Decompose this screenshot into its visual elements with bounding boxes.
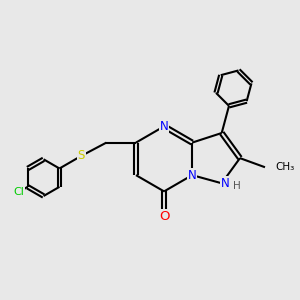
- Text: S: S: [78, 149, 85, 162]
- Text: Cl: Cl: [13, 187, 24, 197]
- Text: CH₃: CH₃: [275, 162, 295, 172]
- Text: H: H: [232, 181, 240, 191]
- Text: N: N: [188, 169, 197, 182]
- Text: N: N: [221, 177, 230, 190]
- Text: N: N: [160, 120, 168, 133]
- Text: O: O: [159, 210, 169, 223]
